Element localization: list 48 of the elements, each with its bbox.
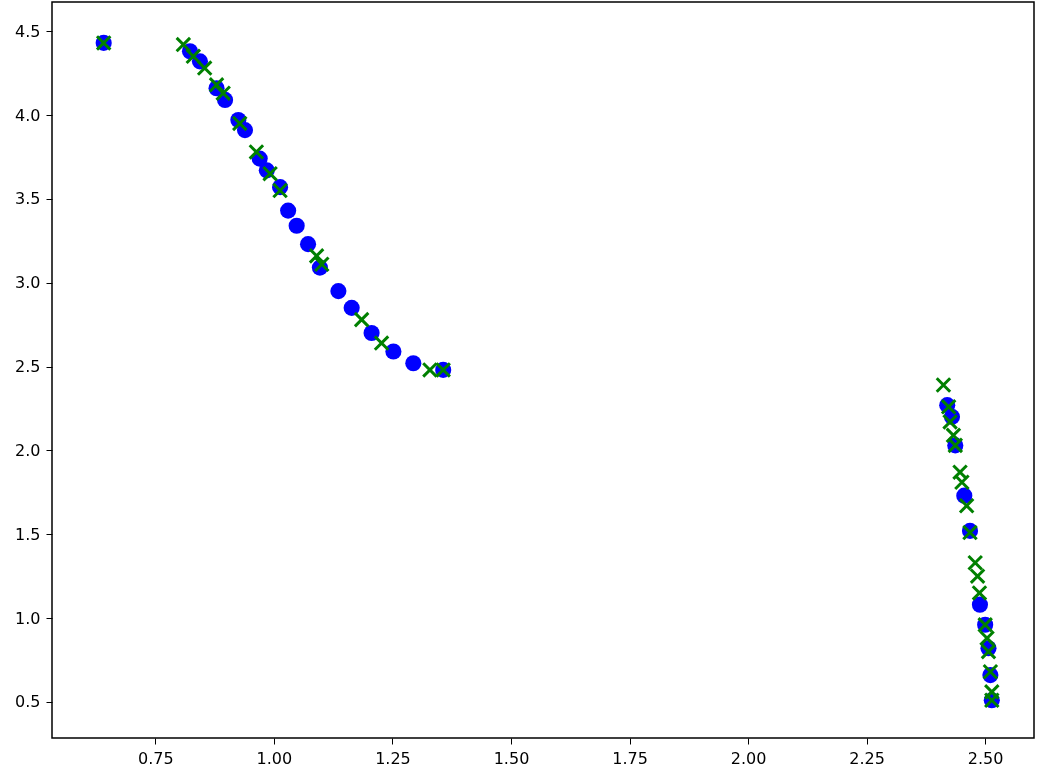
y-tick-label: 4.0 [15,105,41,125]
y-tick-label: 3.0 [15,273,41,293]
point [945,427,962,444]
point [214,85,232,102]
y-tick-label: 2.0 [15,440,41,460]
y-tick-label: 3.5 [15,189,41,209]
point [971,584,988,602]
point [385,343,402,360]
point [248,143,265,161]
y-tick-label: 0.5 [15,692,41,712]
point [196,59,213,77]
point [330,283,347,300]
point [363,324,380,342]
point [343,299,360,316]
point [175,36,192,53]
point [185,48,202,65]
point [953,474,971,491]
point [958,497,975,514]
x-tick-label: 1.25 [375,748,411,768]
point [373,334,390,352]
point [951,464,969,481]
point [967,554,984,571]
y-tick-label: 4.5 [15,21,41,41]
point [935,376,952,394]
x-tick-label: 2.00 [730,748,767,768]
y-tick-label: 1.5 [15,524,41,544]
point [308,247,325,265]
x-tick-label: 2.25 [849,748,885,768]
point [288,217,305,234]
x-tick-label: 0.75 [138,748,174,768]
x-tick-label: 1.00 [256,748,293,768]
point [941,413,959,431]
y-tick-label: 1.0 [15,608,41,628]
x-tick-label: 2.50 [967,748,1004,768]
point [405,355,422,372]
y-tick-label: 2.5 [15,357,41,377]
point [978,630,996,647]
point [261,165,279,182]
point [353,311,370,328]
point [983,683,1001,701]
point [280,202,297,219]
x-tick-label: 1.50 [493,748,530,768]
point [969,567,986,585]
point [208,76,225,94]
point [299,236,317,253]
point [971,596,989,613]
x-tick-label: 1.75 [612,748,648,768]
point [982,663,999,680]
